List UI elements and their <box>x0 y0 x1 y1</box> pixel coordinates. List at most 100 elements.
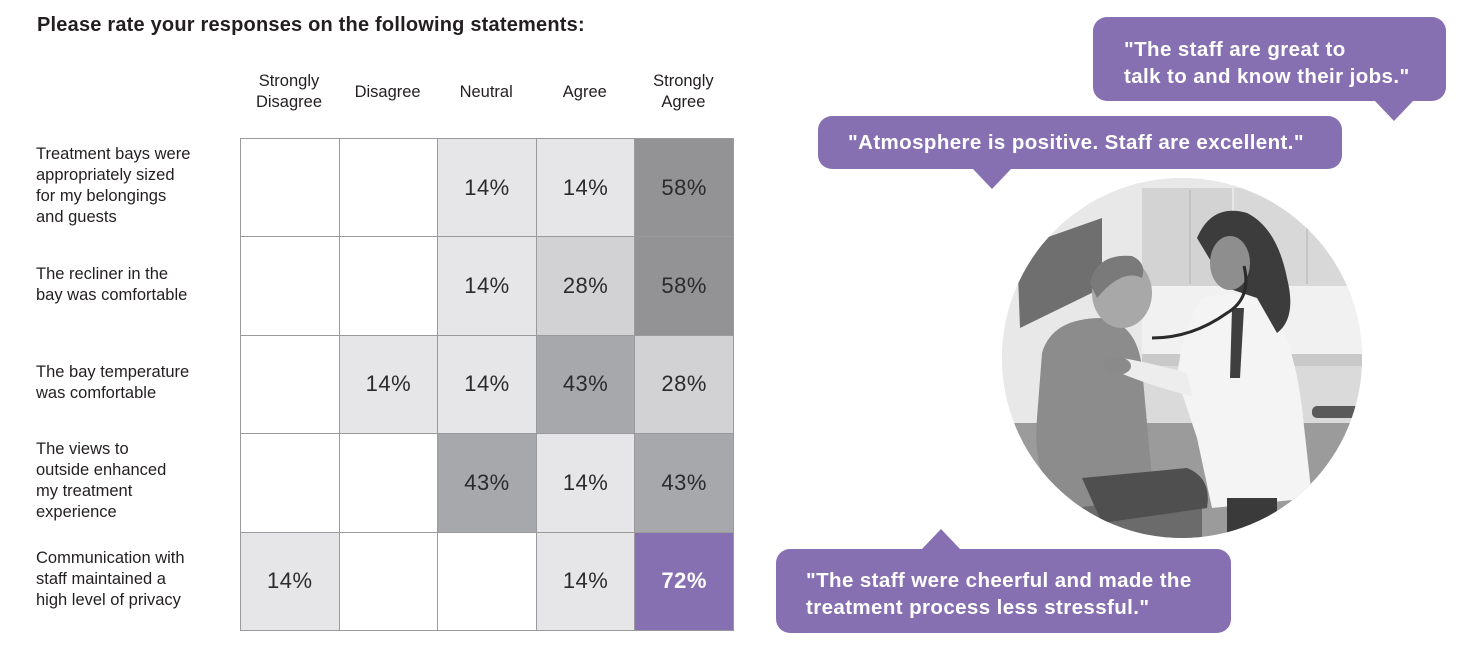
column-header: Neutral <box>437 68 535 116</box>
cell-value-label: 14% <box>562 174 609 200</box>
column-header-line: Disagree <box>354 82 421 101</box>
cell-value-label: 14% <box>365 371 412 397</box>
page-title: Please rate your responses on the follow… <box>37 14 585 36</box>
cell-value-label: 43% <box>464 469 510 495</box>
row-label-line: staff maintained a <box>36 570 166 589</box>
cell-value-label: 28% <box>562 273 609 299</box>
column-header-text: Agree <box>563 82 607 103</box>
row-label-line: appropriately sized <box>36 166 175 185</box>
cell-value-label: 14% <box>267 568 313 594</box>
heatmap-cell: 14% <box>240 531 340 631</box>
cell-value-label: 14% <box>464 273 510 299</box>
row-label-line: The recliner in the <box>36 264 169 283</box>
row-label-line: was comfortable <box>36 384 157 402</box>
heatmap-cell <box>240 433 340 533</box>
patient-hair <box>1090 255 1144 298</box>
heatmap-cell: 43% <box>437 433 537 533</box>
speech-tail <box>922 529 960 549</box>
row-label-line: my treatment <box>36 482 133 501</box>
row-label-line: Communication with <box>36 549 185 568</box>
row-label-line: experience <box>36 503 117 522</box>
quote-text-line: "The staff were cheerful and made the <box>806 569 1192 592</box>
row-label-line: The views to <box>36 440 129 459</box>
heatmap-cell: 58% <box>634 138 734 238</box>
cell-value-label: 58% <box>661 273 707 299</box>
heatmap-cell: 14% <box>338 334 439 435</box>
quote-text-line: "Atmosphere is positive. Staff are excel… <box>848 131 1304 154</box>
doctor-patient-photo <box>1002 178 1362 538</box>
heatmap-cell: 14% <box>437 236 537 336</box>
heatmap-cell: 14% <box>437 138 537 238</box>
doctor-shirt <box>1230 308 1244 378</box>
doctor-legs <box>1227 498 1277 538</box>
column-header-line: Strongly <box>258 72 320 90</box>
quote-text-line: treatment process less stressful." <box>806 596 1150 619</box>
quote-text-line: "The staff are great to <box>1124 38 1346 61</box>
doctor-arm <box>1120 358 1192 396</box>
doctor-face <box>1210 236 1250 290</box>
quote-bubble: "The staff are great to talk to and know… <box>1093 17 1446 121</box>
photo-illustration <box>1002 178 1362 538</box>
row-label: The bay temperature was comfortable <box>36 362 226 404</box>
heatmap-cell <box>338 138 439 238</box>
heatmap-cell <box>338 236 439 336</box>
column-header: Agree <box>536 68 634 116</box>
cell-value-label: 14% <box>562 469 609 495</box>
heatmap-cell: 14% <box>535 531 636 631</box>
heatmap-cell <box>338 433 439 533</box>
row-label-line: outside enhanced <box>36 461 167 480</box>
cell-value-label: 14% <box>562 568 609 594</box>
heatmap-cell: 28% <box>634 334 734 435</box>
row-label-line: The bay temperature <box>36 363 190 381</box>
cell-value-label: 28% <box>661 371 707 397</box>
doctor-coat <box>1177 294 1312 508</box>
heatmap-cell: 43% <box>535 334 636 435</box>
column-header-line: Strongly <box>653 72 714 90</box>
heatmap-cell <box>338 531 439 631</box>
quote-bubble: "The staff were cheerful and made the tr… <box>776 529 1231 633</box>
patient-legs <box>1082 468 1208 523</box>
column-header-text: Neutral <box>460 82 513 103</box>
quote-text-line: talk to and know their jobs." <box>1124 65 1410 88</box>
heatmap-cell: 28% <box>535 236 636 336</box>
column-header-line: Neutral <box>459 82 513 101</box>
column-header-text: Disagree <box>355 82 421 103</box>
row-label: The views to outside enhanced my treatment… <box>36 439 226 523</box>
cell-value-label: 58% <box>661 174 707 200</box>
heatmap-cell <box>240 138 340 238</box>
column-header-line: Disagree <box>255 93 323 111</box>
row-label: Communication with staff maintained a high… <box>36 548 226 611</box>
row-label: Treatment bays were appropriately sized fo… <box>36 144 226 228</box>
cell-value-label: 14% <box>464 371 510 397</box>
column-header: Strongly Agree <box>634 68 732 116</box>
column-header-text: Strongly Disagree <box>256 71 322 113</box>
column-header: Disagree <box>339 68 437 116</box>
heatmap-cell: 14% <box>437 334 537 435</box>
speech-tail <box>1375 101 1413 121</box>
column-header: Strongly Disagree <box>240 68 338 116</box>
cell-value-label: 43% <box>661 469 707 495</box>
heatmap-cell <box>240 334 340 435</box>
heatmap-cell: 14% <box>535 138 636 238</box>
row-label-line: for my belongings <box>36 187 167 206</box>
cell-value-label: 14% <box>464 174 510 200</box>
row-label: The recliner in the bay was comfortable <box>36 264 226 306</box>
column-header-line: Agree <box>562 82 607 101</box>
doctor-hand <box>1103 357 1131 375</box>
rating-heatmap: 14% 14% 58% 14% 28% 58% 14% 14% 43% 28% 43% 14% 43% 1… <box>240 138 734 631</box>
row-label-line: bay was comfortable <box>36 285 188 304</box>
stethoscope <box>1151 265 1248 340</box>
heatmap-cell <box>437 531 537 631</box>
speech-tail <box>973 169 1011 189</box>
heatmap-cell: 14% <box>535 433 636 533</box>
cell-value-label: 43% <box>562 371 609 397</box>
row-label-line: and guests <box>36 208 117 227</box>
heatmap-cell <box>240 236 340 336</box>
heatmap-cell: 58% <box>634 236 734 336</box>
cell-value-label: 72% <box>661 568 707 594</box>
column-header-line: Agree <box>661 93 706 111</box>
heatmap-cell: 72% <box>634 531 734 631</box>
column-header-text: Strongly Agree <box>653 71 714 113</box>
row-label-line: high level of privacy <box>36 591 181 610</box>
quote-bubble: "Atmosphere is positive. Staff are excel… <box>818 116 1342 189</box>
